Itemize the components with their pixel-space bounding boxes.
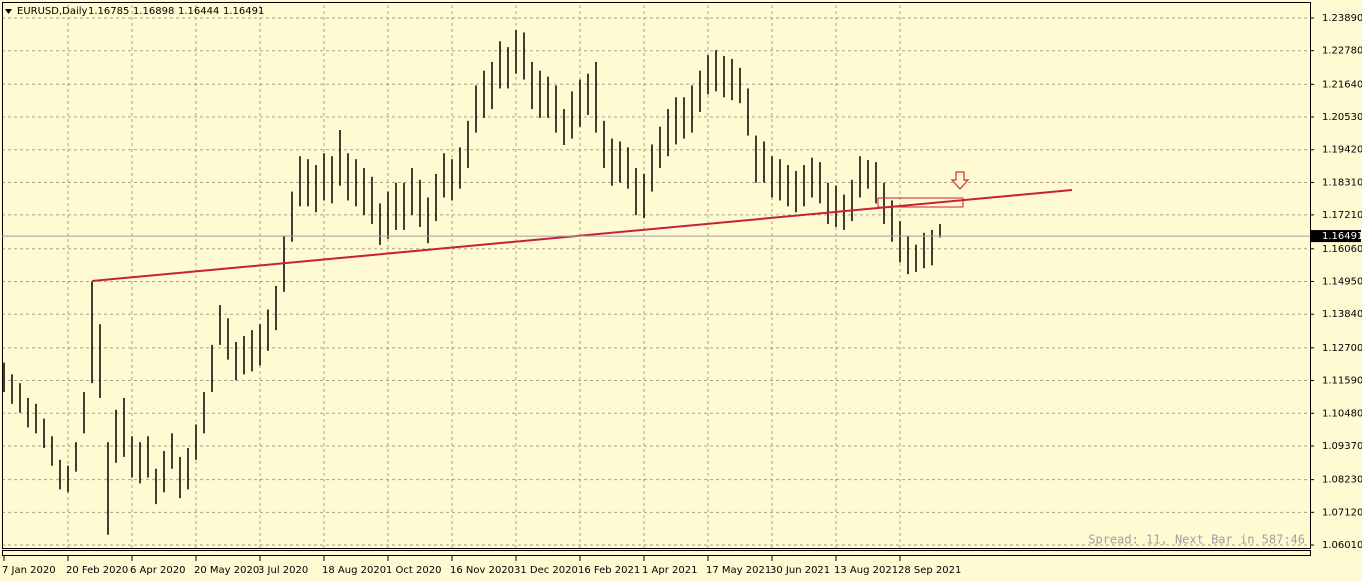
y-tick-label: 1.11590 <box>1322 376 1362 387</box>
bars <box>3 30 941 535</box>
plot-frame <box>2 2 1311 549</box>
y-tick-label: 1.20530 <box>1322 112 1362 123</box>
y-tick-label: 1.19420 <box>1322 145 1362 156</box>
y-tick-label: 1.08230 <box>1322 475 1362 486</box>
x-tick-label: 3 Jul 2020 <box>258 565 308 576</box>
trendline <box>91 189 1073 282</box>
x-tick-label: 30 Jun 2021 <box>770 565 830 576</box>
y-tick-label: 1.09370 <box>1322 441 1362 452</box>
x-tick-label: 13 Aug 2021 <box>834 565 898 576</box>
y-tick-label: 1.13840 <box>1322 309 1362 320</box>
y-tick-label: 1.06010 <box>1322 540 1362 551</box>
x-tick-label: 17 May 2021 <box>706 565 771 576</box>
y-tick-label: 1.17210 <box>1322 210 1362 221</box>
status-text: Spread: 11, Next Bar in 587:46 <box>1088 533 1305 547</box>
y-tick-label: 1.10480 <box>1322 408 1362 419</box>
grid <box>2 5 1310 548</box>
header-value: 1.16444 <box>178 6 219 17</box>
header-value: 1.16491 <box>223 6 264 17</box>
x-tick-label: 6 Apr 2020 <box>130 565 185 576</box>
y-tick-label: 1.22780 <box>1322 46 1362 57</box>
current-price-box <box>1311 230 1361 243</box>
arrow-object <box>950 171 970 190</box>
rectangle-object <box>877 197 964 208</box>
y-tick-label: 1.14950 <box>1322 277 1362 288</box>
menu-triangle <box>5 9 12 14</box>
y-tick-label: 1.18310 <box>1322 177 1362 188</box>
x-tick-label: 16 Nov 2020 <box>450 565 514 576</box>
x-tick-label: 31 Dec 2020 <box>514 565 578 576</box>
x-tick-label: 7 Jan 2020 <box>2 565 56 576</box>
header-value: 1.16898 <box>133 6 174 17</box>
x-tick-label: 18 Aug 2020 <box>322 565 386 576</box>
y-tick-label: 1.23890 <box>1322 13 1362 24</box>
header-value: 1.16785 <box>88 6 129 17</box>
y-tick-label: 1.21640 <box>1322 79 1362 90</box>
x-tick-label: 1 Oct 2020 <box>386 565 441 576</box>
symbol-label: EURUSD,Daily <box>17 6 88 17</box>
x-tick-label: 28 Sep 2021 <box>898 565 961 576</box>
scroll-strip <box>2 550 1311 556</box>
x-tick-label: 1 Apr 2021 <box>642 565 697 576</box>
x-tick-label: 16 Feb 2021 <box>578 565 640 576</box>
x-tick-label: 20 Feb 2020 <box>66 565 128 576</box>
y-tick-label: 1.12700 <box>1322 343 1362 354</box>
y-tick-label: 1.07120 <box>1322 507 1362 518</box>
y-tick-label: 1.16060 <box>1322 244 1362 255</box>
current-price-label: 1.16491 <box>1322 231 1362 242</box>
x-tick-label: 20 May 2020 <box>194 565 259 576</box>
